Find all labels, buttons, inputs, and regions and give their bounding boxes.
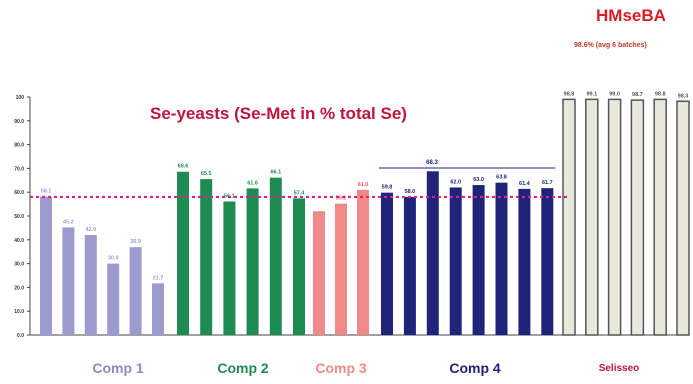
bar-value-label: 99.1 (586, 91, 597, 97)
bar (62, 227, 75, 335)
bar (335, 203, 347, 335)
bar-value-label: 63.0 (473, 177, 484, 183)
group-label-comp-2: Comp 2 (217, 360, 269, 376)
bar (313, 211, 325, 335)
bar (585, 98, 599, 336)
bar (495, 182, 508, 335)
group-label-selisseo: Selisseo (598, 363, 640, 374)
group-label-comp-3: Comp 3 (315, 360, 367, 376)
y-tick-label: 60.0 (14, 190, 24, 196)
group-label-comp-1: Comp 1 (92, 360, 144, 376)
bar (129, 247, 142, 335)
bar (177, 171, 189, 335)
y-tick-label: 20.0 (14, 285, 24, 291)
bar-value-label: 59.8 (382, 185, 393, 191)
bar-value-label: 30.0 (108, 256, 119, 262)
bar-value-label: 98.7 (632, 92, 643, 98)
bar-value-label: 62.0 (450, 179, 461, 185)
bar-value-label: 61.7 (542, 180, 553, 186)
bar-value-label: 61.6 (247, 180, 258, 186)
comp4-bracket-label: 68.3 (426, 160, 438, 166)
bar-value-label: 63.8 (496, 175, 507, 181)
bar-value-label: 55.2 (336, 196, 347, 202)
bar-value-label: 36.9 (130, 239, 141, 245)
y-tick-label: 0.0 (17, 333, 24, 339)
y-tick-label: 50.0 (14, 214, 24, 220)
bar-value-label: 66.1 (270, 170, 281, 176)
bar-value-label: 58.0 (405, 189, 416, 195)
bar-value-label: 65.5 (201, 171, 212, 177)
y-tick-label: 100 (16, 95, 25, 101)
bar (472, 185, 485, 335)
bar-value-label: 42.0 (85, 227, 96, 233)
bar (562, 98, 576, 336)
bar-value-label: 68.6 (178, 164, 189, 170)
bar-value-label: 57.4 (294, 190, 306, 196)
hmseba-title: HMseBA (596, 6, 666, 25)
bar-value-label: 98.8 (564, 91, 575, 97)
bar-value-label: 98.3 (678, 93, 689, 99)
bar (403, 196, 416, 335)
bar-value-label: 61.4 (519, 181, 531, 187)
bar-value-label: 98.8 (655, 91, 666, 97)
group-label-comp-4: Comp 4 (449, 360, 501, 376)
y-tick-label: 10.0 (14, 309, 24, 315)
bar (107, 263, 120, 335)
bar-value-label: 99.0 (609, 91, 620, 97)
hmseba-subtitle: 98.6% (avg 6 batches) (574, 42, 647, 49)
chart-title: Se-yeasts (Se-Met in % total Se) (150, 104, 407, 123)
y-tick-label: 70.0 (14, 166, 24, 172)
bar (223, 201, 236, 335)
bar (426, 171, 439, 335)
bar-value-label: 45.2 (63, 219, 74, 225)
bar (449, 187, 462, 335)
bar (541, 188, 554, 335)
bar (293, 198, 305, 335)
bar (653, 98, 667, 336)
bar (269, 177, 282, 335)
y-tick-label: 40.0 (14, 238, 24, 244)
bar (630, 99, 645, 336)
bar (200, 179, 213, 335)
bar (676, 100, 690, 336)
bar-value-label: 21.7 (153, 275, 164, 281)
bar (357, 189, 369, 335)
y-tick-label: 80.0 (14, 143, 24, 149)
y-tick-label: 30.0 (14, 262, 24, 268)
bar (518, 188, 531, 335)
bar (246, 188, 259, 335)
y-tick-label: 90.0 (14, 119, 24, 125)
bar-value-label: 58.1 (41, 189, 52, 195)
bar-value-label: 61.0 (358, 182, 369, 188)
bar (152, 283, 164, 335)
bar (381, 192, 393, 335)
bar (84, 235, 97, 335)
bar (607, 98, 622, 336)
bar (40, 196, 52, 335)
